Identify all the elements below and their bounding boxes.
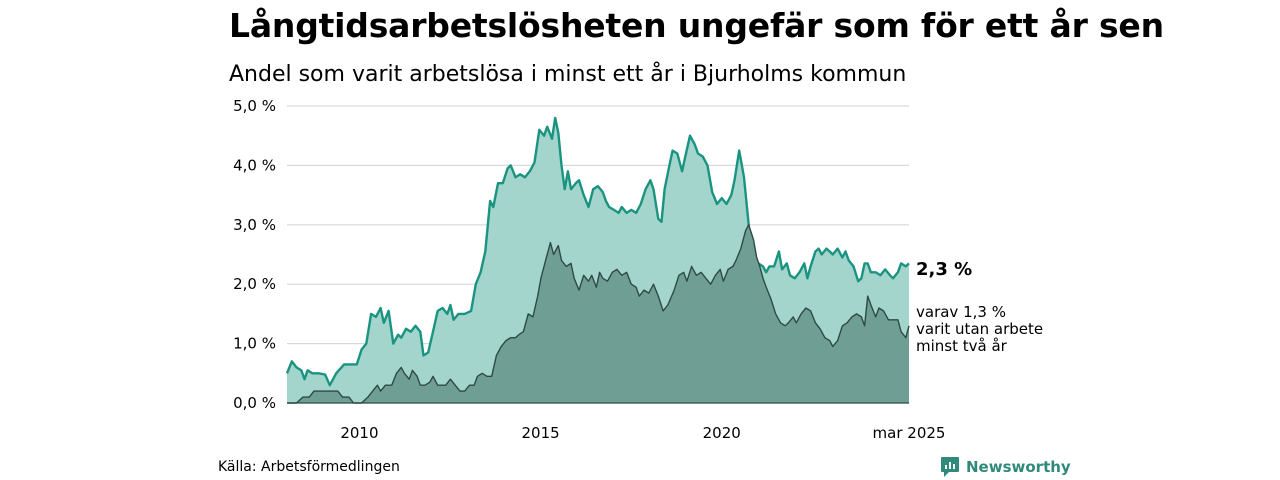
source-note: Källa: Arbetsförmedlingen — [218, 459, 400, 475]
x-tick-label: mar 2025 — [873, 424, 946, 442]
series-areas — [285, 116, 910, 404]
end-value-label: 2,3 % — [916, 259, 972, 280]
x-tick-label: 2020 — [703, 424, 741, 442]
y-tick-label: 1,0 % — [233, 335, 276, 353]
newsworthy-icon — [941, 457, 959, 477]
series-line — [287, 224, 910, 404]
y-tick-label: 0,0 % — [233, 394, 276, 412]
y-tick-label: 4,0 % — [233, 156, 276, 174]
series-line — [285, 116, 910, 387]
x-axis: 2010 2015 2020 mar 2025 — [340, 424, 945, 442]
sub-value-label: varav 1,3 % — [916, 303, 1006, 321]
brand-logo[interactable]: Newsworthy — [940, 456, 1071, 478]
series-area — [287, 224, 909, 403]
brand-name: Newsworthy — [966, 458, 1071, 476]
y-tick-label: 5,0 % — [233, 97, 276, 115]
sub-value-label: varit utan arbete — [916, 320, 1043, 338]
y-tick-label: 2,0 % — [233, 275, 276, 293]
x-tick-label: 2010 — [340, 424, 378, 442]
chart-title: Långtidsarbetslösheten ungefär som för e… — [229, 6, 1164, 45]
sub-value-label: minst två år — [916, 337, 1008, 355]
y-tick-label: 3,0 % — [233, 216, 276, 234]
x-tick-label: 2015 — [521, 424, 559, 442]
y-axis: 0,0 % 1,0 % 2,0 % 3,0 % 4,0 % 5,0 % — [233, 97, 276, 412]
chart-subtitle: Andel som varit arbetslösa i minst ett å… — [229, 62, 907, 87]
